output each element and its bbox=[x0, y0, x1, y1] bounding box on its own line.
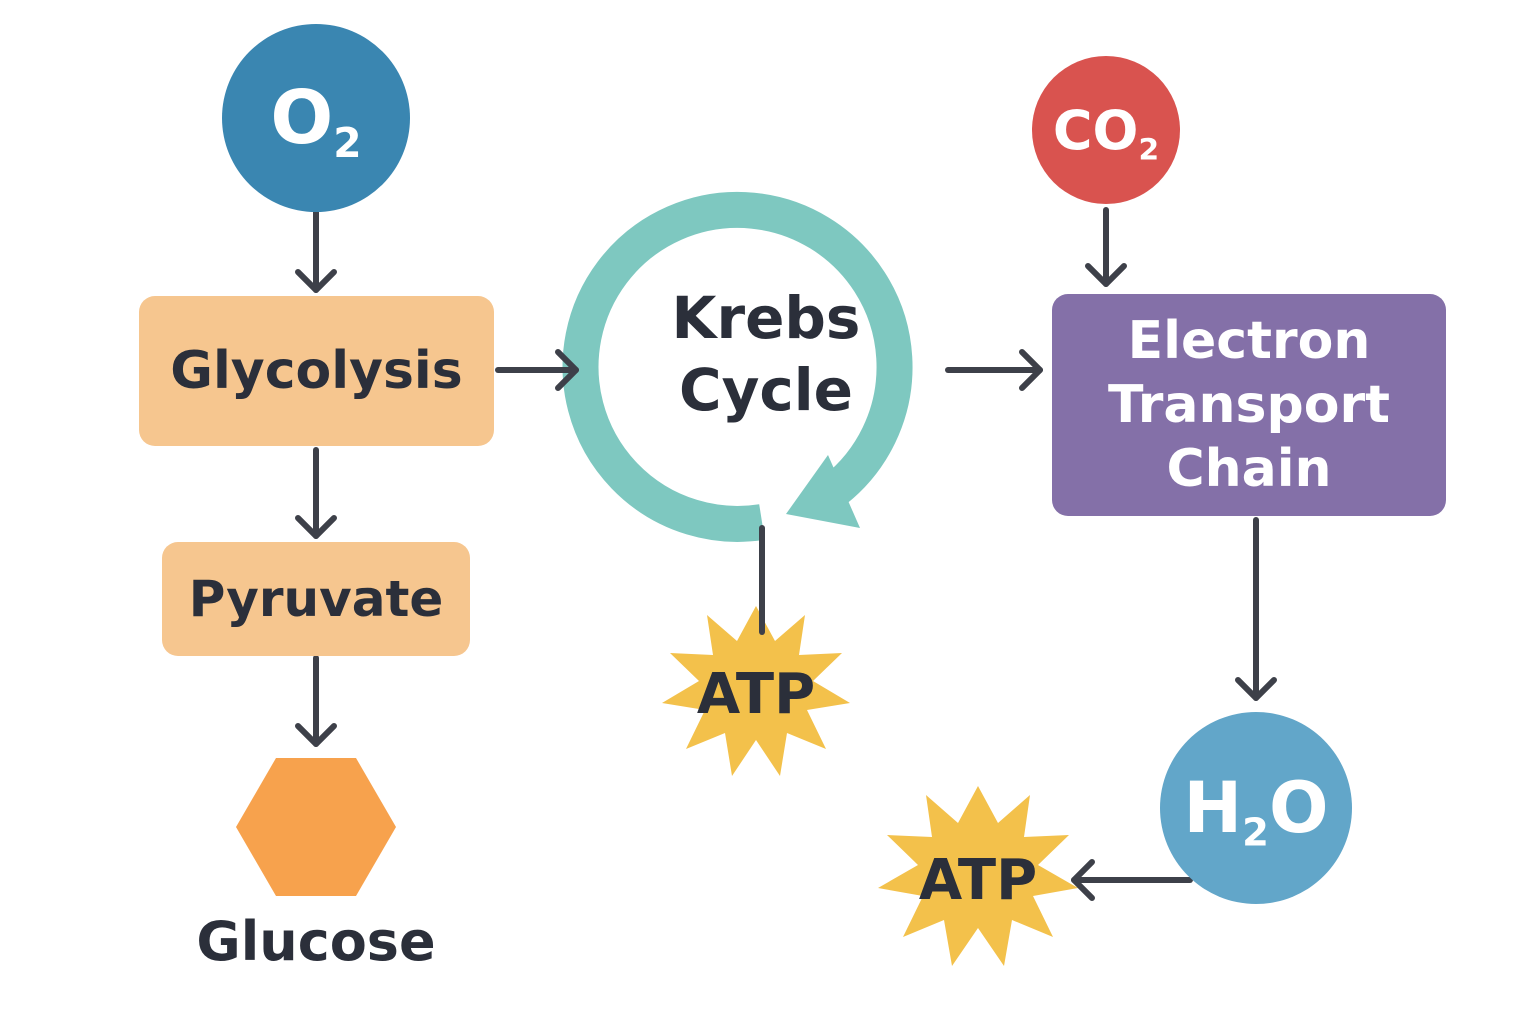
krebs-cycle-label: Krebs Cycle bbox=[640, 282, 892, 426]
arrowhead-glycolysis-to-krebs bbox=[555, 349, 579, 391]
atp-label-krebs: ATP bbox=[696, 661, 816, 727]
carbon-dioxide-label: CO2 bbox=[1052, 98, 1160, 167]
atp-burst-krebs bbox=[662, 606, 850, 776]
water-label: H2O bbox=[1183, 767, 1329, 856]
atp-label-etc: ATP bbox=[918, 847, 1038, 913]
water-node: H2O bbox=[1160, 712, 1352, 904]
arrowhead-glycolysis-to-pyruvate bbox=[295, 515, 337, 539]
electron-transport-chain-box: Electron Transport Chain bbox=[1052, 294, 1446, 516]
oxygen-node: O2 bbox=[222, 24, 410, 212]
oxygen-label: O2 bbox=[270, 75, 362, 168]
arrowhead-h2o-to-atp bbox=[1071, 859, 1095, 901]
pyruvate-box: Pyruvate bbox=[162, 542, 470, 656]
arrowhead-krebs-to-etc bbox=[1019, 349, 1043, 391]
arrowhead-etc-to-h2o bbox=[1235, 677, 1277, 701]
glucose-hexagon bbox=[236, 758, 396, 896]
arrowhead-pyruvate-to-glucose bbox=[295, 723, 337, 747]
arrowhead-o2-to-glycolysis bbox=[295, 269, 337, 293]
etc-label-line2: Transport bbox=[1108, 375, 1390, 435]
atp-burst-etc bbox=[878, 786, 1078, 966]
pyruvate-label: Pyruvate bbox=[188, 570, 444, 628]
krebs-cycle-ring bbox=[562, 191, 913, 542]
krebs-label-line1: Krebs bbox=[671, 284, 861, 352]
krebs-label-line2: Cycle bbox=[679, 356, 853, 424]
krebs-cycle-arrowhead bbox=[786, 455, 860, 528]
carbon-dioxide-node: CO2 bbox=[1032, 56, 1180, 204]
arrowhead-co2-to-etc bbox=[1085, 263, 1127, 287]
glycolysis-box: Glycolysis bbox=[139, 296, 494, 446]
glycolysis-label: Glycolysis bbox=[170, 341, 463, 401]
etc-label-line3: Chain bbox=[1166, 439, 1332, 499]
etc-label-line1: Electron bbox=[1127, 311, 1371, 371]
glucose-label: Glucose bbox=[196, 910, 436, 973]
